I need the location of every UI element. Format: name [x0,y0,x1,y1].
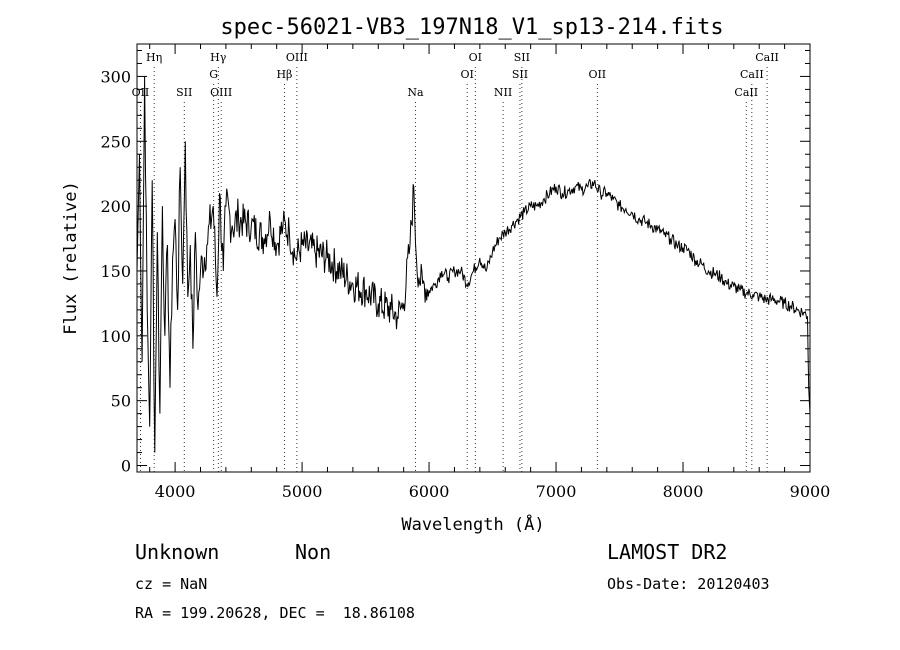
x-tick-label: 7000 [536,482,577,501]
object-class: Unknown [135,540,220,564]
x-axis-title: Wavelength (Å) [401,513,544,535]
axis-ticks: 4000 5000 6000 7000 8000 9000 0 50 100 150 200 250 3… [100,44,830,501]
x-tick-label: 6000 [409,482,450,501]
chart-title: spec-56021-VB3_197N18_V1_sp13-214.fits [220,15,723,40]
x-tick-label: 4000 [155,482,196,501]
y-axis-title: Flux (relative) [61,181,81,335]
x-tick-label: 5000 [282,482,323,501]
object-subclass: Non [295,540,332,564]
emission-line-label: CaII [755,51,779,64]
emission-line-label: Hβ [276,68,292,81]
spectrum-line [136,76,811,453]
emission-line-label: OIII [210,86,232,99]
emission-line-label: Hγ [210,51,227,64]
y-tick-label: 0 [121,457,131,476]
x-tick-label: 9000 [790,482,831,501]
redshift-cz: cz = NaN [135,575,208,593]
emission-line-label: OI [460,68,473,81]
y-tick-label: 50 [111,392,131,411]
emission-line-label: CaII [740,68,764,81]
emission-line-label: NII [494,86,512,99]
emission-line-label: OII [588,68,606,81]
coordinates: RA = 199.20628, DEC = 18.86108 [135,604,415,622]
emission-line-label: SII [514,51,530,64]
emission-line-label: SII [176,86,192,99]
emission-line-label: G [209,68,218,81]
y-tick-label: 300 [100,67,131,86]
emission-line-label: OII [132,86,150,99]
survey-name: LAMOST DR2 [607,540,728,564]
y-tick-label: 100 [100,327,131,346]
y-tick-label: 200 [100,197,131,216]
emission-line-label: Na [407,86,424,99]
emission-line-label: CaII [734,86,758,99]
emission-line-label: SII [512,68,528,81]
y-tick-label: 250 [100,132,131,151]
plot-frame [136,43,811,473]
emission-line-label: OI [469,51,482,64]
emission-line-label: OIII [286,51,308,64]
obs-date: Obs-Date: 20120403 [607,575,770,593]
emission-line-label: Hη [146,51,162,64]
y-tick-label: 150 [100,262,131,281]
x-tick-label: 8000 [663,482,704,501]
